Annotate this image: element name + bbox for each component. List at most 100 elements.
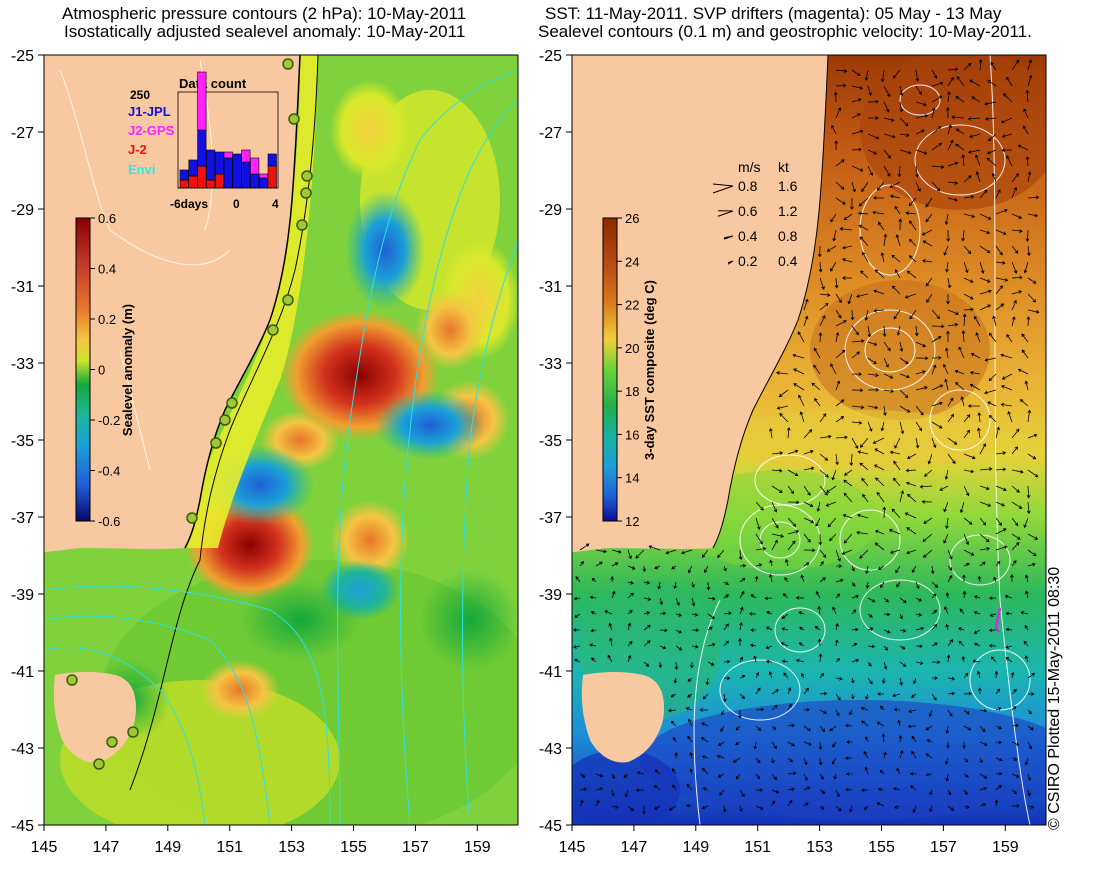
- velocity-key-arrow: [712, 183, 734, 194]
- velocity-arrow: [1026, 245, 1031, 257]
- velocity-arrow: [925, 213, 933, 223]
- velocity-arrow: [572, 628, 581, 632]
- velocity-arrow: [800, 574, 805, 583]
- inset-title: Data count: [179, 76, 247, 91]
- velocity-arrow: [827, 517, 837, 528]
- velocity-arrow: [922, 240, 933, 247]
- left-colorbar-ticks: 0.6 0.4 0.2 0 -0.2 -0.4 -0.6: [90, 211, 120, 529]
- velocity-arrow: [877, 181, 885, 191]
- velocity-arrow: [739, 656, 743, 663]
- velocity-arrow: [874, 529, 885, 535]
- velocity-arrow: [973, 629, 981, 634]
- velocity-arrow: [995, 688, 1000, 695]
- svp-drifter-track: [994, 607, 1002, 633]
- velocity-arrow: [1019, 399, 1029, 407]
- velocity-arrow: [839, 227, 853, 231]
- velocity-arrow: [922, 533, 933, 542]
- velocity-arrow: [979, 261, 985, 274]
- velocity-arrow: [851, 339, 865, 343]
- velocity-arrow: [781, 613, 789, 619]
- velocity-arrow: [987, 401, 997, 407]
- velocity-arrow: [1011, 469, 1024, 474]
- velocity-arrow: [925, 277, 933, 287]
- velocity-arrow: [995, 501, 1006, 507]
- velocity-arrow: [643, 624, 651, 631]
- velocity-arrow: [944, 757, 949, 765]
- velocity-arrow: [911, 735, 917, 743]
- velocity-arrow: [894, 437, 901, 449]
- velocity-arrow: [915, 405, 924, 416]
- left-colorbar: [75, 217, 91, 522]
- velocity-arrow: [670, 693, 677, 698]
- velocity-arrow: [899, 749, 904, 759]
- velocity-arrow: [984, 101, 997, 106]
- velocity-arrow: [842, 276, 852, 280]
- velocity-arrow: [963, 533, 970, 546]
- velocity-arrow: [895, 234, 901, 247]
- velocity-arrow: [946, 654, 951, 663]
- left-lat-label: -43: [11, 741, 34, 758]
- velocity-arrow: [1011, 186, 1017, 199]
- right-colorbar-tick-label: 26: [625, 211, 639, 226]
- velocity-arrow: [611, 805, 619, 809]
- velocity-arrow: [963, 414, 971, 423]
- velocity-arrow: [915, 341, 927, 348]
- velocity-arrow: [969, 79, 981, 87]
- velocity-arrow: [826, 485, 837, 493]
- velocity-arrow: [701, 767, 709, 775]
- velocity-arrow: [921, 229, 933, 236]
- velocity-arrow: [1011, 688, 1017, 695]
- velocity-arrow: [967, 116, 981, 121]
- velocity-arrow: [723, 676, 731, 681]
- velocity-arrow: [813, 347, 821, 359]
- velocity-arrow: [780, 642, 789, 647]
- velocity-arrow: [691, 628, 700, 632]
- velocity-arrow: [851, 129, 864, 135]
- velocity-arrow: [819, 314, 826, 327]
- velocity-arrow: [835, 622, 839, 631]
- velocity-arrow: [604, 610, 613, 615]
- velocity-arrow: [947, 549, 953, 560]
- velocity-arrow: [668, 805, 677, 811]
- left-lat-label: -33: [11, 356, 34, 373]
- inset-bar-segment: [241, 161, 251, 189]
- left-lat-label: -41: [11, 664, 34, 681]
- velocity-arrow: [595, 787, 604, 791]
- velocity-arrow: [771, 451, 784, 455]
- left-lon-label: 147: [93, 839, 120, 856]
- velocity-arrow: [851, 98, 862, 103]
- velocity-arrow: [897, 165, 902, 178]
- velocity-arrow: [963, 213, 976, 219]
- velocity-arrow: [962, 741, 966, 749]
- velocity-arrow: [979, 561, 986, 567]
- velocity-arrow: [1001, 373, 1013, 380]
- velocity-arrow: [755, 757, 761, 764]
- velocity-arrow: [755, 788, 764, 793]
- velocity-arrow: [1017, 368, 1029, 375]
- velocity-arrow: [925, 753, 933, 759]
- right-map: [572, 55, 1046, 825]
- velocity-arrow: [786, 427, 791, 439]
- velocity-arrow: [764, 596, 773, 601]
- velocity-arrow: [858, 211, 869, 216]
- velocity-arrow: [1025, 89, 1030, 103]
- velocity-arrow: [1027, 741, 1033, 750]
- left-lat-label: -37: [11, 510, 34, 527]
- right-title-line1: SST: 11-May-2011. SVP drifters (magenta)…: [545, 4, 1002, 23]
- velocity-arrow: [907, 493, 917, 503]
- velocity-arrow: [1024, 380, 1029, 391]
- velocity-arrow: [573, 596, 581, 601]
- velocity-arrow: [673, 677, 678, 684]
- velocity-arrow: [945, 106, 950, 119]
- velocity-arrow: [842, 258, 853, 263]
- left-lon-label: 153: [278, 839, 305, 856]
- right-lon-label: 149: [682, 839, 709, 856]
- velocity-arrow: [979, 757, 983, 764]
- left-colorbar-tick-label: -0.2: [98, 413, 120, 428]
- velocity-arrow: [1027, 195, 1040, 200]
- velocity-arrow: [975, 171, 981, 183]
- left-lon-label: 155: [340, 839, 367, 856]
- velocity-arrow: [819, 413, 827, 423]
- velocity-arrow: [899, 490, 905, 503]
- velocity-arrow: [735, 725, 741, 731]
